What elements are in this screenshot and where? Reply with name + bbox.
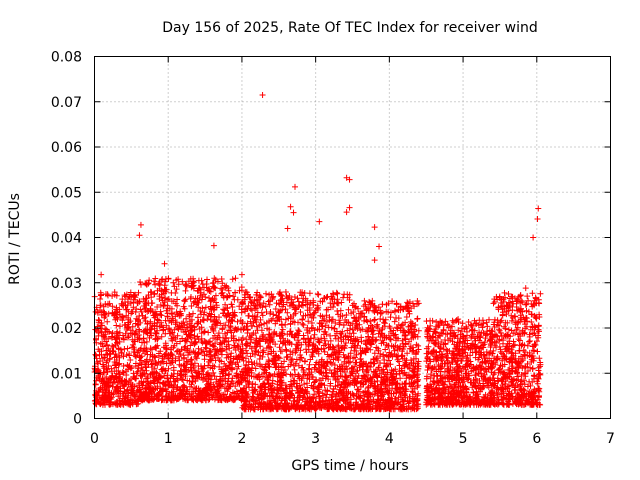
x-tick-label: 7 xyxy=(606,431,615,447)
roti-point xyxy=(535,205,542,212)
roti-point xyxy=(238,271,245,278)
roti-point xyxy=(316,218,323,225)
roti-point xyxy=(371,224,378,231)
x-tick-label: 2 xyxy=(237,431,246,447)
roti-point xyxy=(136,232,143,239)
y-tick-label: 0 xyxy=(73,412,82,428)
y-tick-label: 0.03 xyxy=(51,276,82,292)
roti-point xyxy=(287,203,294,210)
y-tick-label: 0.01 xyxy=(51,366,82,382)
roti-point xyxy=(161,260,168,267)
x-tick-label: 5 xyxy=(459,431,468,447)
y-tick-label: 0.07 xyxy=(51,95,82,111)
roti-point xyxy=(530,234,537,241)
y-tick-label: 0.02 xyxy=(51,321,82,337)
roti-point xyxy=(98,271,105,278)
roti-point xyxy=(292,183,299,190)
y-axis-title: ROTI / TECUs xyxy=(7,193,23,285)
x-tick-labels: 0 1 2 3 4 5 6 7 xyxy=(90,431,615,447)
y-tick-label: 0.04 xyxy=(51,231,82,247)
x-axis-title: GPS time / hours xyxy=(291,458,408,474)
roti-point xyxy=(259,91,266,98)
roti-point xyxy=(343,209,350,216)
roti-point xyxy=(284,225,291,232)
x-tick-label: 4 xyxy=(385,431,394,447)
roti-point xyxy=(376,243,383,250)
roti-point xyxy=(534,215,541,222)
x-tick-label: 6 xyxy=(532,431,541,447)
x-tick-label: 0 xyxy=(90,431,99,447)
chart-title: Day 156 of 2025, Rate Of TEC Index for r… xyxy=(162,20,537,36)
data-points xyxy=(91,91,544,413)
roti-point-cloud xyxy=(91,275,544,413)
roti-point xyxy=(210,242,217,249)
axis-ticks xyxy=(94,56,611,419)
grid xyxy=(94,56,611,419)
roti-point xyxy=(346,176,353,183)
x-tick-label: 1 xyxy=(164,431,173,447)
y-tick-label: 0.08 xyxy=(51,50,82,66)
x-tick-label: 3 xyxy=(311,431,320,447)
roti-point xyxy=(290,209,297,216)
roti-point xyxy=(346,204,353,211)
roti-point xyxy=(137,221,144,228)
y-tick-labels: 0 0.01 0.02 0.03 0.04 0.05 0.06 0.07 0.08 xyxy=(51,50,82,428)
y-tick-label: 0.05 xyxy=(51,185,82,201)
roti-point xyxy=(522,285,529,292)
y-tick-label: 0.06 xyxy=(51,140,82,156)
roti-point xyxy=(371,257,378,264)
